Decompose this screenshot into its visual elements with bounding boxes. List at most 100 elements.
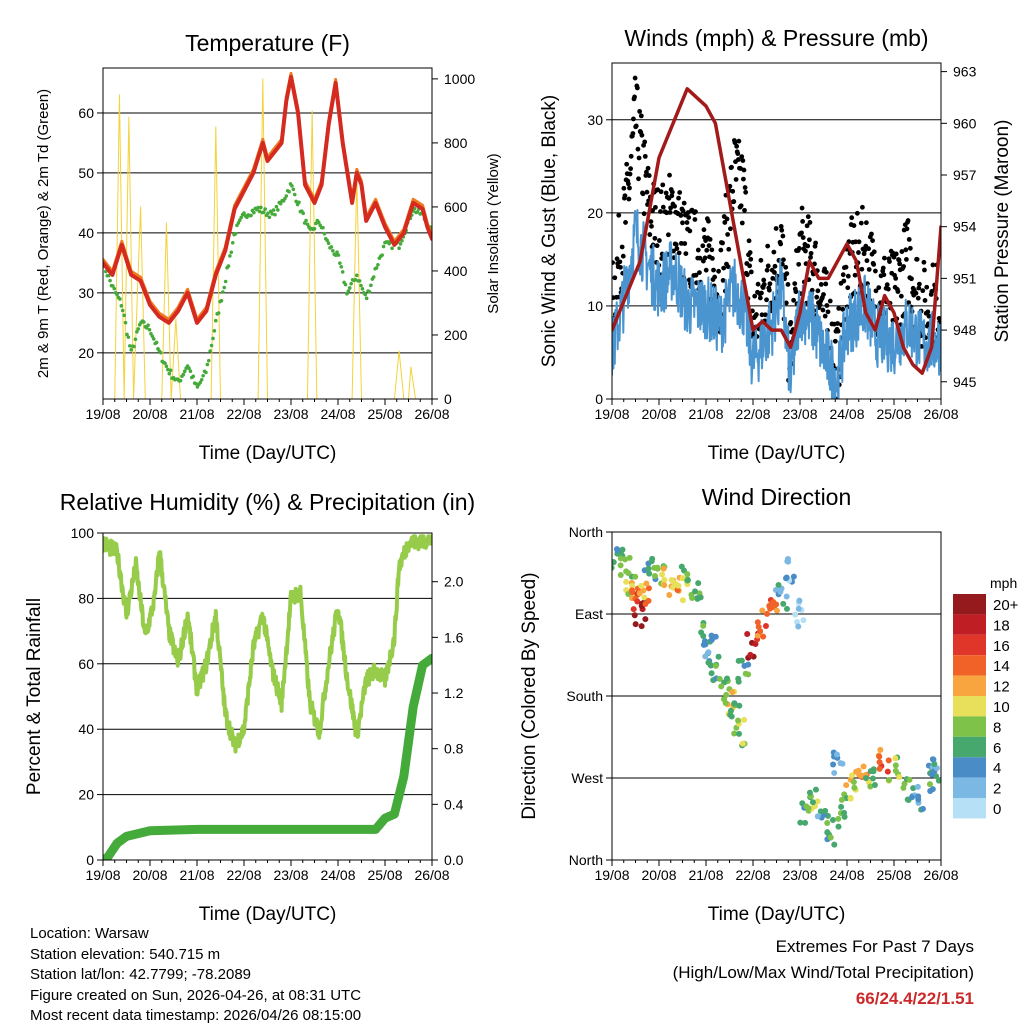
gust-point	[620, 253, 626, 259]
gust-point	[631, 116, 636, 122]
gust-point	[899, 249, 905, 254]
y-axis-label: 2m & 9m T (Red, Orange) & 2m Td (Green)	[35, 89, 52, 378]
gust-point	[644, 189, 650, 195]
wind-direction-point	[851, 784, 858, 791]
x-tick-label: 20/08	[132, 406, 167, 422]
y-right-tick-label: 800	[444, 135, 468, 151]
gust-point	[718, 247, 724, 253]
wind-direction-point	[651, 572, 658, 579]
dewpoint-point	[287, 189, 291, 194]
x-tick-label: 22/08	[735, 867, 770, 883]
dewpoint-point	[353, 278, 358, 282]
x-tick-label: 23/08	[782, 406, 817, 422]
dewpoint-point	[329, 245, 334, 249]
gust-point	[700, 243, 706, 249]
dewpoint-point	[221, 290, 225, 294]
dewpoint-point	[369, 283, 373, 288]
x-tick-label: 24/08	[320, 867, 355, 883]
x-tick-label: 21/08	[179, 867, 214, 883]
y-right-tick-label: 1000	[444, 71, 475, 87]
dewpoint-point	[115, 292, 119, 297]
y-right-tick-label: 400	[444, 263, 468, 279]
wind-direction-point	[830, 761, 837, 768]
dewpoint-point	[343, 282, 348, 287]
plot-frame	[611, 531, 942, 861]
gust-point	[741, 167, 747, 173]
wind-direction-point	[829, 817, 836, 824]
gust-point	[895, 289, 901, 295]
gust-point	[649, 223, 654, 229]
gust-point	[781, 257, 786, 263]
gust-point	[619, 244, 625, 250]
wind-direction-point	[612, 559, 617, 566]
dewpoint-point	[178, 378, 183, 383]
chart-title: Temperature (F)	[185, 30, 350, 56]
gust-point	[772, 263, 778, 269]
wind-direction-point	[855, 767, 862, 774]
gust-point	[703, 267, 709, 273]
wind-direction-point	[783, 605, 790, 612]
wind-direction-point	[835, 823, 842, 830]
gust-point	[922, 267, 927, 273]
legend-label: 4	[993, 760, 1001, 777]
dewpoint-point	[322, 231, 327, 236]
legend-label: 16	[993, 638, 1010, 655]
legend-swatch	[953, 655, 986, 676]
x-tick-label: 26/08	[923, 867, 958, 883]
gust-point	[658, 189, 664, 195]
y-tick-label: West	[571, 770, 603, 786]
wind-direction-point	[716, 675, 723, 682]
gust-point	[701, 227, 707, 233]
gust-point	[636, 155, 642, 161]
gust-point	[922, 298, 928, 303]
x-tick-label: 21/08	[688, 406, 723, 422]
dewpoint-point	[187, 366, 191, 370]
gust-point	[627, 185, 632, 191]
gust-point	[764, 267, 770, 273]
gust-point	[672, 203, 678, 209]
dewpoint-point	[359, 283, 363, 288]
wind-direction-point	[678, 563, 685, 570]
wind-direction-point	[775, 582, 782, 589]
gust-point	[739, 154, 745, 160]
gust-point	[622, 193, 628, 199]
gust-point	[765, 263, 771, 269]
gust-point	[788, 320, 794, 325]
gust-point	[887, 259, 892, 264]
dewpoint-point	[229, 250, 234, 255]
y-right-tick-label: 957	[953, 167, 977, 183]
gust-point	[639, 132, 645, 138]
y-right-tick-label: 600	[444, 199, 468, 215]
extremes-title: Extremes For Past 7 Days	[775, 937, 974, 956]
dewpoint-point	[346, 289, 351, 293]
gust-point	[755, 281, 761, 287]
wind-direction-point	[928, 771, 935, 778]
gust-point	[674, 246, 680, 251]
legend-label: 18	[993, 617, 1010, 634]
y-right-tick-label: 960	[953, 115, 977, 131]
latlon-text: Station lat/lon: 42.7799; -78.2089	[30, 966, 252, 983]
x-axis-label: Time (Day/UTC)	[708, 904, 846, 925]
gust-point	[792, 281, 798, 287]
gust-point	[706, 243, 712, 249]
wind-direction-point	[777, 588, 784, 595]
wind-direction-point	[800, 617, 807, 624]
gust-point	[856, 250, 861, 255]
gust-point	[840, 306, 846, 312]
y-tick-label: 0	[595, 391, 603, 407]
wind-direction-point	[796, 597, 803, 604]
gust-point	[824, 303, 830, 308]
gust-point	[669, 189, 675, 195]
wind-direction-point	[654, 564, 661, 571]
station-pressure-line	[612, 87, 941, 375]
plot-frame	[611, 62, 942, 400]
gust-point	[648, 219, 654, 224]
legend-label: 20+	[993, 597, 1019, 614]
gust-point	[711, 267, 716, 273]
dewpoint-point	[397, 246, 401, 251]
wind-direction-point	[731, 730, 738, 737]
wind-direction-point	[755, 623, 762, 630]
location-text: Location: Warsaw	[30, 925, 149, 942]
gust-point	[680, 208, 686, 214]
gust-point	[628, 153, 634, 159]
